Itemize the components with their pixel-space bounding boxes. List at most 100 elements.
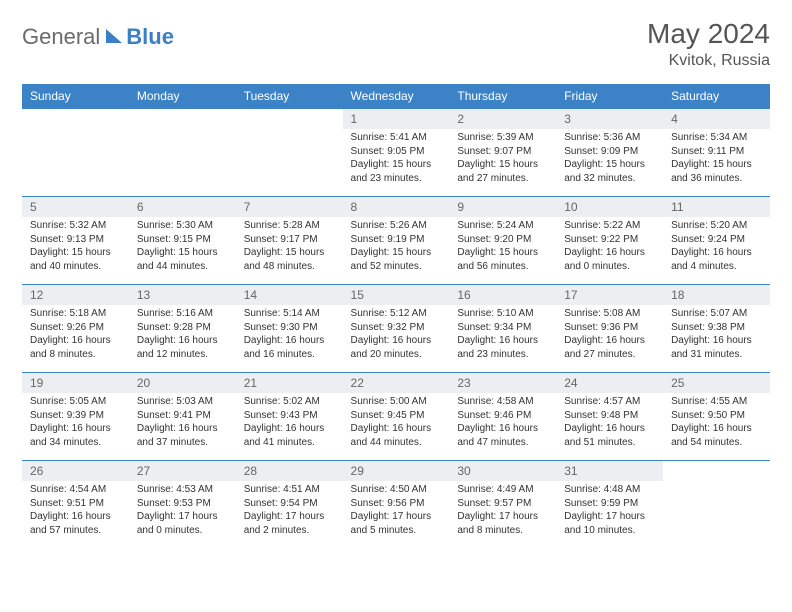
- day-number: 7: [236, 197, 343, 217]
- sunset-line: Sunset: 9:50 PM: [671, 409, 762, 423]
- sunset-line: Sunset: 9:57 PM: [457, 497, 548, 511]
- day-data: Sunrise: 5:10 AMSunset: 9:34 PMDaylight:…: [449, 305, 556, 365]
- sunrise-line: Sunrise: 5:16 AM: [137, 307, 228, 321]
- day-number: 3: [556, 109, 663, 129]
- day-number: 26: [22, 461, 129, 481]
- day-number: 2: [449, 109, 556, 129]
- day-data: Sunrise: 4:57 AMSunset: 9:48 PMDaylight:…: [556, 393, 663, 453]
- calendar-day-cell: 25Sunrise: 4:55 AMSunset: 9:50 PMDayligh…: [663, 373, 770, 461]
- calendar-week-row: 12Sunrise: 5:18 AMSunset: 9:26 PMDayligh…: [22, 285, 770, 373]
- calendar-day-cell: 8Sunrise: 5:26 AMSunset: 9:19 PMDaylight…: [343, 197, 450, 285]
- day-data: Sunrise: 5:18 AMSunset: 9:26 PMDaylight:…: [22, 305, 129, 365]
- calendar-week-row: 1Sunrise: 5:41 AMSunset: 9:05 PMDaylight…: [22, 109, 770, 197]
- daylight-line: Daylight: 16 hours and 47 minutes.: [457, 422, 548, 449]
- daylight-line: Daylight: 15 hours and 40 minutes.: [30, 246, 121, 273]
- day-data: Sunrise: 4:53 AMSunset: 9:53 PMDaylight:…: [129, 481, 236, 541]
- day-number: 5: [22, 197, 129, 217]
- daylight-line: Daylight: 15 hours and 56 minutes.: [457, 246, 548, 273]
- sunset-line: Sunset: 9:26 PM: [30, 321, 121, 335]
- weekday-header: Wednesday: [343, 84, 450, 109]
- weekday-header-row: SundayMondayTuesdayWednesdayThursdayFrid…: [22, 84, 770, 109]
- calendar-day-cell: 27Sunrise: 4:53 AMSunset: 9:53 PMDayligh…: [129, 461, 236, 549]
- daylight-line: Daylight: 15 hours and 32 minutes.: [564, 158, 655, 185]
- daylight-line: Daylight: 17 hours and 5 minutes.: [351, 510, 442, 537]
- calendar-empty-cell: [663, 461, 770, 549]
- sunset-line: Sunset: 9:56 PM: [351, 497, 442, 511]
- day-number: 28: [236, 461, 343, 481]
- daylight-line: Daylight: 15 hours and 44 minutes.: [137, 246, 228, 273]
- daylight-line: Daylight: 17 hours and 8 minutes.: [457, 510, 548, 537]
- daylight-line: Daylight: 17 hours and 10 minutes.: [564, 510, 655, 537]
- daylight-line: Daylight: 15 hours and 23 minutes.: [351, 158, 442, 185]
- sunrise-line: Sunrise: 5:14 AM: [244, 307, 335, 321]
- day-data: Sunrise: 5:00 AMSunset: 9:45 PMDaylight:…: [343, 393, 450, 453]
- weekday-header: Tuesday: [236, 84, 343, 109]
- day-data: Sunrise: 5:36 AMSunset: 9:09 PMDaylight:…: [556, 129, 663, 189]
- sunset-line: Sunset: 9:48 PM: [564, 409, 655, 423]
- calendar-day-cell: 14Sunrise: 5:14 AMSunset: 9:30 PMDayligh…: [236, 285, 343, 373]
- day-data: Sunrise: 5:07 AMSunset: 9:38 PMDaylight:…: [663, 305, 770, 365]
- sunset-line: Sunset: 9:59 PM: [564, 497, 655, 511]
- calendar-day-cell: 23Sunrise: 4:58 AMSunset: 9:46 PMDayligh…: [449, 373, 556, 461]
- calendar-day-cell: 29 Sunrise: 4:50 AMSunset: 9:56 PMDayligh…: [343, 461, 450, 549]
- day-data: Sunrise: 5:20 AMSunset: 9:24 PMDaylight:…: [663, 217, 770, 277]
- day-data: Sunrise: 5:34 AMSunset: 9:11 PMDaylight:…: [663, 129, 770, 189]
- sunset-line: Sunset: 9:19 PM: [351, 233, 442, 247]
- day-data: Sunrise: 4:58 AMSunset: 9:46 PMDaylight:…: [449, 393, 556, 453]
- sunrise-line: Sunrise: 4:50 AM: [351, 483, 442, 497]
- sunrise-line: Sunrise: 4:54 AM: [30, 483, 121, 497]
- sunrise-line: Sunrise: 4:49 AM: [457, 483, 548, 497]
- calendar-body: 1Sunrise: 5:41 AMSunset: 9:05 PMDaylight…: [22, 109, 770, 549]
- day-data: Sunrise: 5:32 AMSunset: 9:13 PMDaylight:…: [22, 217, 129, 277]
- calendar-day-cell: 21Sunrise: 5:02 AMSunset: 9:43 PMDayligh…: [236, 373, 343, 461]
- daylight-line: Daylight: 15 hours and 52 minutes.: [351, 246, 442, 273]
- sunrise-line: Sunrise: 5:05 AM: [30, 395, 121, 409]
- calendar-day-cell: 26Sunrise: 4:54 AMSunset: 9:51 PMDayligh…: [22, 461, 129, 549]
- sunrise-line: Sunrise: 5:12 AM: [351, 307, 442, 321]
- day-number: 13: [129, 285, 236, 305]
- sunset-line: Sunset: 9:41 PM: [137, 409, 228, 423]
- sunrise-line: Sunrise: 4:58 AM: [457, 395, 548, 409]
- sunrise-line: Sunrise: 5:07 AM: [671, 307, 762, 321]
- day-data: Sunrise: 4:51 AMSunset: 9:54 PMDaylight:…: [236, 481, 343, 541]
- daylight-line: Daylight: 15 hours and 36 minutes.: [671, 158, 762, 185]
- day-data: Sunrise: 5:30 AMSunset: 9:15 PMDaylight:…: [129, 217, 236, 277]
- sunset-line: Sunset: 9:20 PM: [457, 233, 548, 247]
- sunset-line: Sunset: 9:13 PM: [30, 233, 121, 247]
- day-data: Sunrise: 5:03 AMSunset: 9:41 PMDaylight:…: [129, 393, 236, 453]
- daylight-line: Daylight: 15 hours and 48 minutes.: [244, 246, 335, 273]
- day-number: 4: [663, 109, 770, 129]
- sunrise-line: Sunrise: 4:53 AM: [137, 483, 228, 497]
- weekday-header: Thursday: [449, 84, 556, 109]
- day-number: 1: [343, 109, 450, 129]
- daylight-line: Daylight: 16 hours and 12 minutes.: [137, 334, 228, 361]
- day-number: 20: [129, 373, 236, 393]
- day-number: 31: [556, 461, 663, 481]
- day-number: 6: [129, 197, 236, 217]
- sunrise-line: Sunrise: 5:03 AM: [137, 395, 228, 409]
- day-data: Sunrise: 5:12 AMSunset: 9:32 PMDaylight:…: [343, 305, 450, 365]
- calendar-day-cell: 4Sunrise: 5:34 AMSunset: 9:11 PMDaylight…: [663, 109, 770, 197]
- weekday-header: Friday: [556, 84, 663, 109]
- sunrise-line: Sunrise: 4:51 AM: [244, 483, 335, 497]
- sunset-line: Sunset: 9:38 PM: [671, 321, 762, 335]
- calendar-day-cell: 28Sunrise: 4:51 AMSunset: 9:54 PMDayligh…: [236, 461, 343, 549]
- sunset-line: Sunset: 9:43 PM: [244, 409, 335, 423]
- daylight-line: Daylight: 16 hours and 23 minutes.: [457, 334, 548, 361]
- day-data: Sunrise: 5:26 AMSunset: 9:19 PMDaylight:…: [343, 217, 450, 277]
- calendar-day-cell: 6Sunrise: 5:30 AMSunset: 9:15 PMDaylight…: [129, 197, 236, 285]
- day-number: 30: [449, 461, 556, 481]
- logo-sail-icon: [106, 29, 122, 43]
- sunset-line: Sunset: 9:32 PM: [351, 321, 442, 335]
- calendar-day-cell: 3Sunrise: 5:36 AMSunset: 9:09 PMDaylight…: [556, 109, 663, 197]
- day-data: Sunrise: 4:49 AMSunset: 9:57 PMDaylight:…: [449, 481, 556, 541]
- day-data: Sunrise: 5:39 AMSunset: 9:07 PMDaylight:…: [449, 129, 556, 189]
- sunrise-line: Sunrise: 5:39 AM: [457, 131, 548, 145]
- sunrise-line: Sunrise: 5:02 AM: [244, 395, 335, 409]
- daylight-line: Daylight: 16 hours and 16 minutes.: [244, 334, 335, 361]
- weekday-header: Monday: [129, 84, 236, 109]
- day-number: 29: [343, 461, 450, 481]
- calendar-day-cell: 18Sunrise: 5:07 AMSunset: 9:38 PMDayligh…: [663, 285, 770, 373]
- day-number: 22: [343, 373, 450, 393]
- daylight-line: Daylight: 16 hours and 54 minutes.: [671, 422, 762, 449]
